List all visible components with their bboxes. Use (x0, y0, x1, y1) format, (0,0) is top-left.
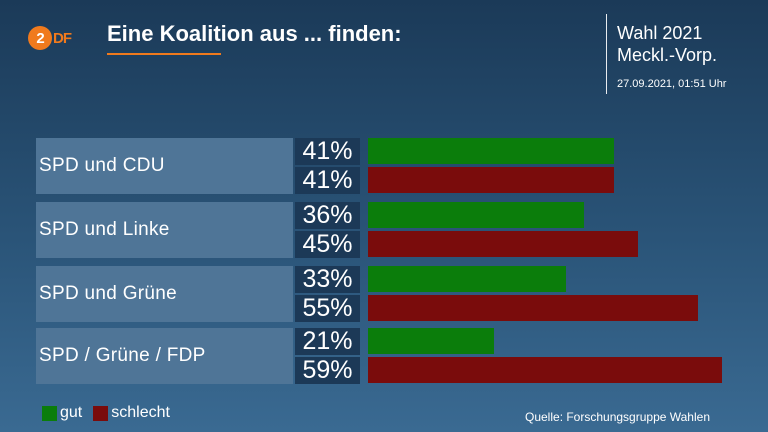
legend-item-schlecht: schlecht (93, 404, 170, 422)
category-label: SPD und Grüne (36, 266, 293, 322)
legend-item-gut: gut (42, 404, 82, 422)
bar-schlecht (368, 167, 614, 193)
bar-schlecht (368, 295, 698, 321)
election-info: Wahl 2021 Meckl.-Vorp. 27.09.2021, 01:51… (617, 22, 726, 90)
legend-swatch-schlecht (93, 405, 109, 421)
data-label-gut: 21% (295, 328, 360, 355)
title-underline (107, 53, 221, 55)
bar-schlecht (368, 231, 638, 257)
bar-gut (368, 202, 584, 228)
data-label-schlecht: 55% (295, 295, 360, 322)
zdf-logo: 2 DF (28, 26, 80, 50)
election-region: Meckl.-Vorp. (617, 45, 718, 65)
legend: gut schlecht (42, 404, 181, 422)
category-label: SPD und CDU (36, 138, 293, 194)
data-label-gut: 36% (295, 202, 360, 229)
zdf-logo-circle: 2 (28, 26, 52, 50)
bar-gut (368, 138, 614, 164)
category-label: SPD und Linke (36, 202, 293, 258)
data-label-schlecht: 45% (295, 231, 360, 258)
chart-title: Eine Koalition aus ... finden: (107, 21, 402, 46)
bar-gut (368, 266, 566, 292)
data-label-gut: 41% (295, 138, 360, 165)
data-label-schlecht: 41% (295, 167, 360, 194)
timestamp: 27.09.2021, 01:51 Uhr (617, 78, 727, 90)
legend-label-schlecht: schlecht (111, 404, 170, 421)
election-name: Wahl 2021 (617, 23, 703, 43)
bar-gut (368, 328, 494, 354)
legend-label-gut: gut (60, 404, 83, 421)
data-label-gut: 33% (295, 266, 360, 293)
category-label: SPD / Grüne / FDP (36, 328, 293, 384)
zdf-logo-text: DF (53, 29, 72, 47)
bar-schlecht (368, 357, 722, 383)
header-divider (606, 14, 607, 94)
legend-swatch-gut (42, 405, 57, 421)
source-note: Quelle: Forschungsgruppe Wahlen (525, 410, 710, 424)
data-label-schlecht: 59% (295, 357, 360, 384)
